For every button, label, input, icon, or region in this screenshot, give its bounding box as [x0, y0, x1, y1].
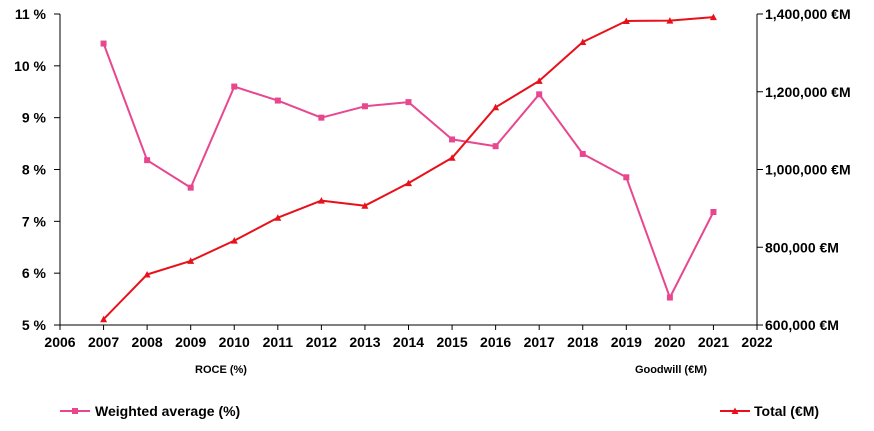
data-point-total — [405, 179, 412, 187]
data-point-weighted-average — [405, 99, 412, 106]
legend-marker-weighted-average — [72, 408, 78, 414]
x-tick-label: 2018 — [567, 334, 598, 350]
x-axis-ticks: 2006 2007 2008 2009 2010 2011 2012 2013 2014 2015… — [44, 325, 773, 350]
data-point-total — [230, 237, 238, 244]
x-tick-label: 2013 — [349, 334, 380, 350]
data-point-weighted-average — [231, 83, 238, 90]
x-tick-label: 2020 — [654, 334, 685, 350]
left-axis-ticks: 5 % 6 % 7 % 8 % 9 % 10 % 11 % — [14, 6, 60, 333]
data-point-weighted-average — [666, 294, 673, 301]
series-line-total — [102, 16, 714, 320]
x-tick-label: 2007 — [88, 334, 119, 350]
series-total — [100, 13, 717, 323]
left-axis-caption: ROCE (%) — [195, 364, 247, 376]
data-point-total — [492, 103, 500, 111]
data-point-weighted-average — [623, 174, 630, 181]
left-tick-label: 7 % — [22, 213, 47, 229]
data-point-weighted-average — [361, 103, 368, 110]
series-layer — [100, 13, 717, 323]
data-point-total — [274, 214, 282, 221]
x-tick-label: 2009 — [175, 334, 206, 350]
data-point-weighted-average — [144, 157, 151, 164]
right-tick-label: 800,000 €M — [765, 239, 839, 255]
data-point-total — [317, 197, 325, 204]
data-point-total — [709, 13, 717, 21]
x-tick-label: 2012 — [306, 334, 337, 350]
data-point-total — [622, 17, 630, 24]
right-tick-label: 1,000,000 €M — [765, 162, 851, 178]
x-tick-label: 2006 — [44, 334, 75, 350]
data-point-weighted-average — [710, 209, 717, 216]
left-tick-label: 6 % — [22, 265, 47, 281]
data-point-weighted-average — [579, 150, 586, 157]
right-tick-label: 1,200,000 €M — [765, 84, 851, 100]
data-point-total — [100, 315, 108, 323]
data-point-total — [579, 38, 587, 45]
right-tick-label: 600,000 €M — [765, 317, 839, 333]
legend-marker-total — [731, 407, 739, 414]
right-axis-ticks: 600,000 €M 800,000 €M 1,000,000 €M 1,200,00… — [757, 6, 851, 333]
x-tick-label: 2014 — [393, 334, 424, 350]
data-point-weighted-average — [274, 97, 281, 104]
data-point-total — [361, 202, 369, 209]
left-tick-label: 9 % — [22, 110, 47, 126]
data-point-weighted-average — [536, 91, 543, 98]
left-tick-label: 10 % — [14, 58, 46, 74]
series-weighted-average — [100, 40, 717, 301]
data-point-total — [535, 77, 543, 84]
legend-label-total: Total (€M) — [754, 403, 819, 419]
x-tick-label: 2015 — [436, 334, 467, 350]
data-point-total — [448, 154, 456, 161]
data-point-weighted-average — [187, 184, 194, 191]
left-tick-label: 11 % — [15, 6, 47, 22]
x-tick-label: 2022 — [741, 334, 772, 350]
data-point-weighted-average — [100, 40, 107, 47]
legend-item-total: Total (€M) — [720, 403, 819, 419]
legend: Weighted average (%) Total (€M) — [60, 403, 819, 419]
data-point-weighted-average — [318, 114, 325, 121]
left-tick-label: 5 % — [22, 317, 47, 333]
legend-item-weighted-average: Weighted average (%) — [60, 403, 240, 419]
x-tick-label: 2017 — [524, 334, 555, 350]
right-axis-caption: Goodwill (€M) — [635, 364, 707, 376]
x-tick-label: 2011 — [263, 334, 294, 350]
x-tick-label: 2008 — [132, 334, 163, 350]
data-point-weighted-average — [492, 143, 499, 150]
x-tick-label: 2010 — [219, 334, 250, 350]
data-point-weighted-average — [449, 136, 456, 143]
x-tick-label: 2016 — [480, 334, 511, 350]
x-tick-label: 2021 — [698, 334, 729, 350]
x-tick-label: 2019 — [611, 334, 642, 350]
right-tick-label: 1,400,000 €M — [765, 6, 851, 22]
legend-label-weighted-average: Weighted average (%) — [95, 403, 240, 419]
data-point-total — [187, 257, 195, 264]
data-point-total — [143, 271, 151, 278]
data-point-total — [666, 17, 674, 24]
left-tick-label: 8 % — [22, 162, 47, 178]
